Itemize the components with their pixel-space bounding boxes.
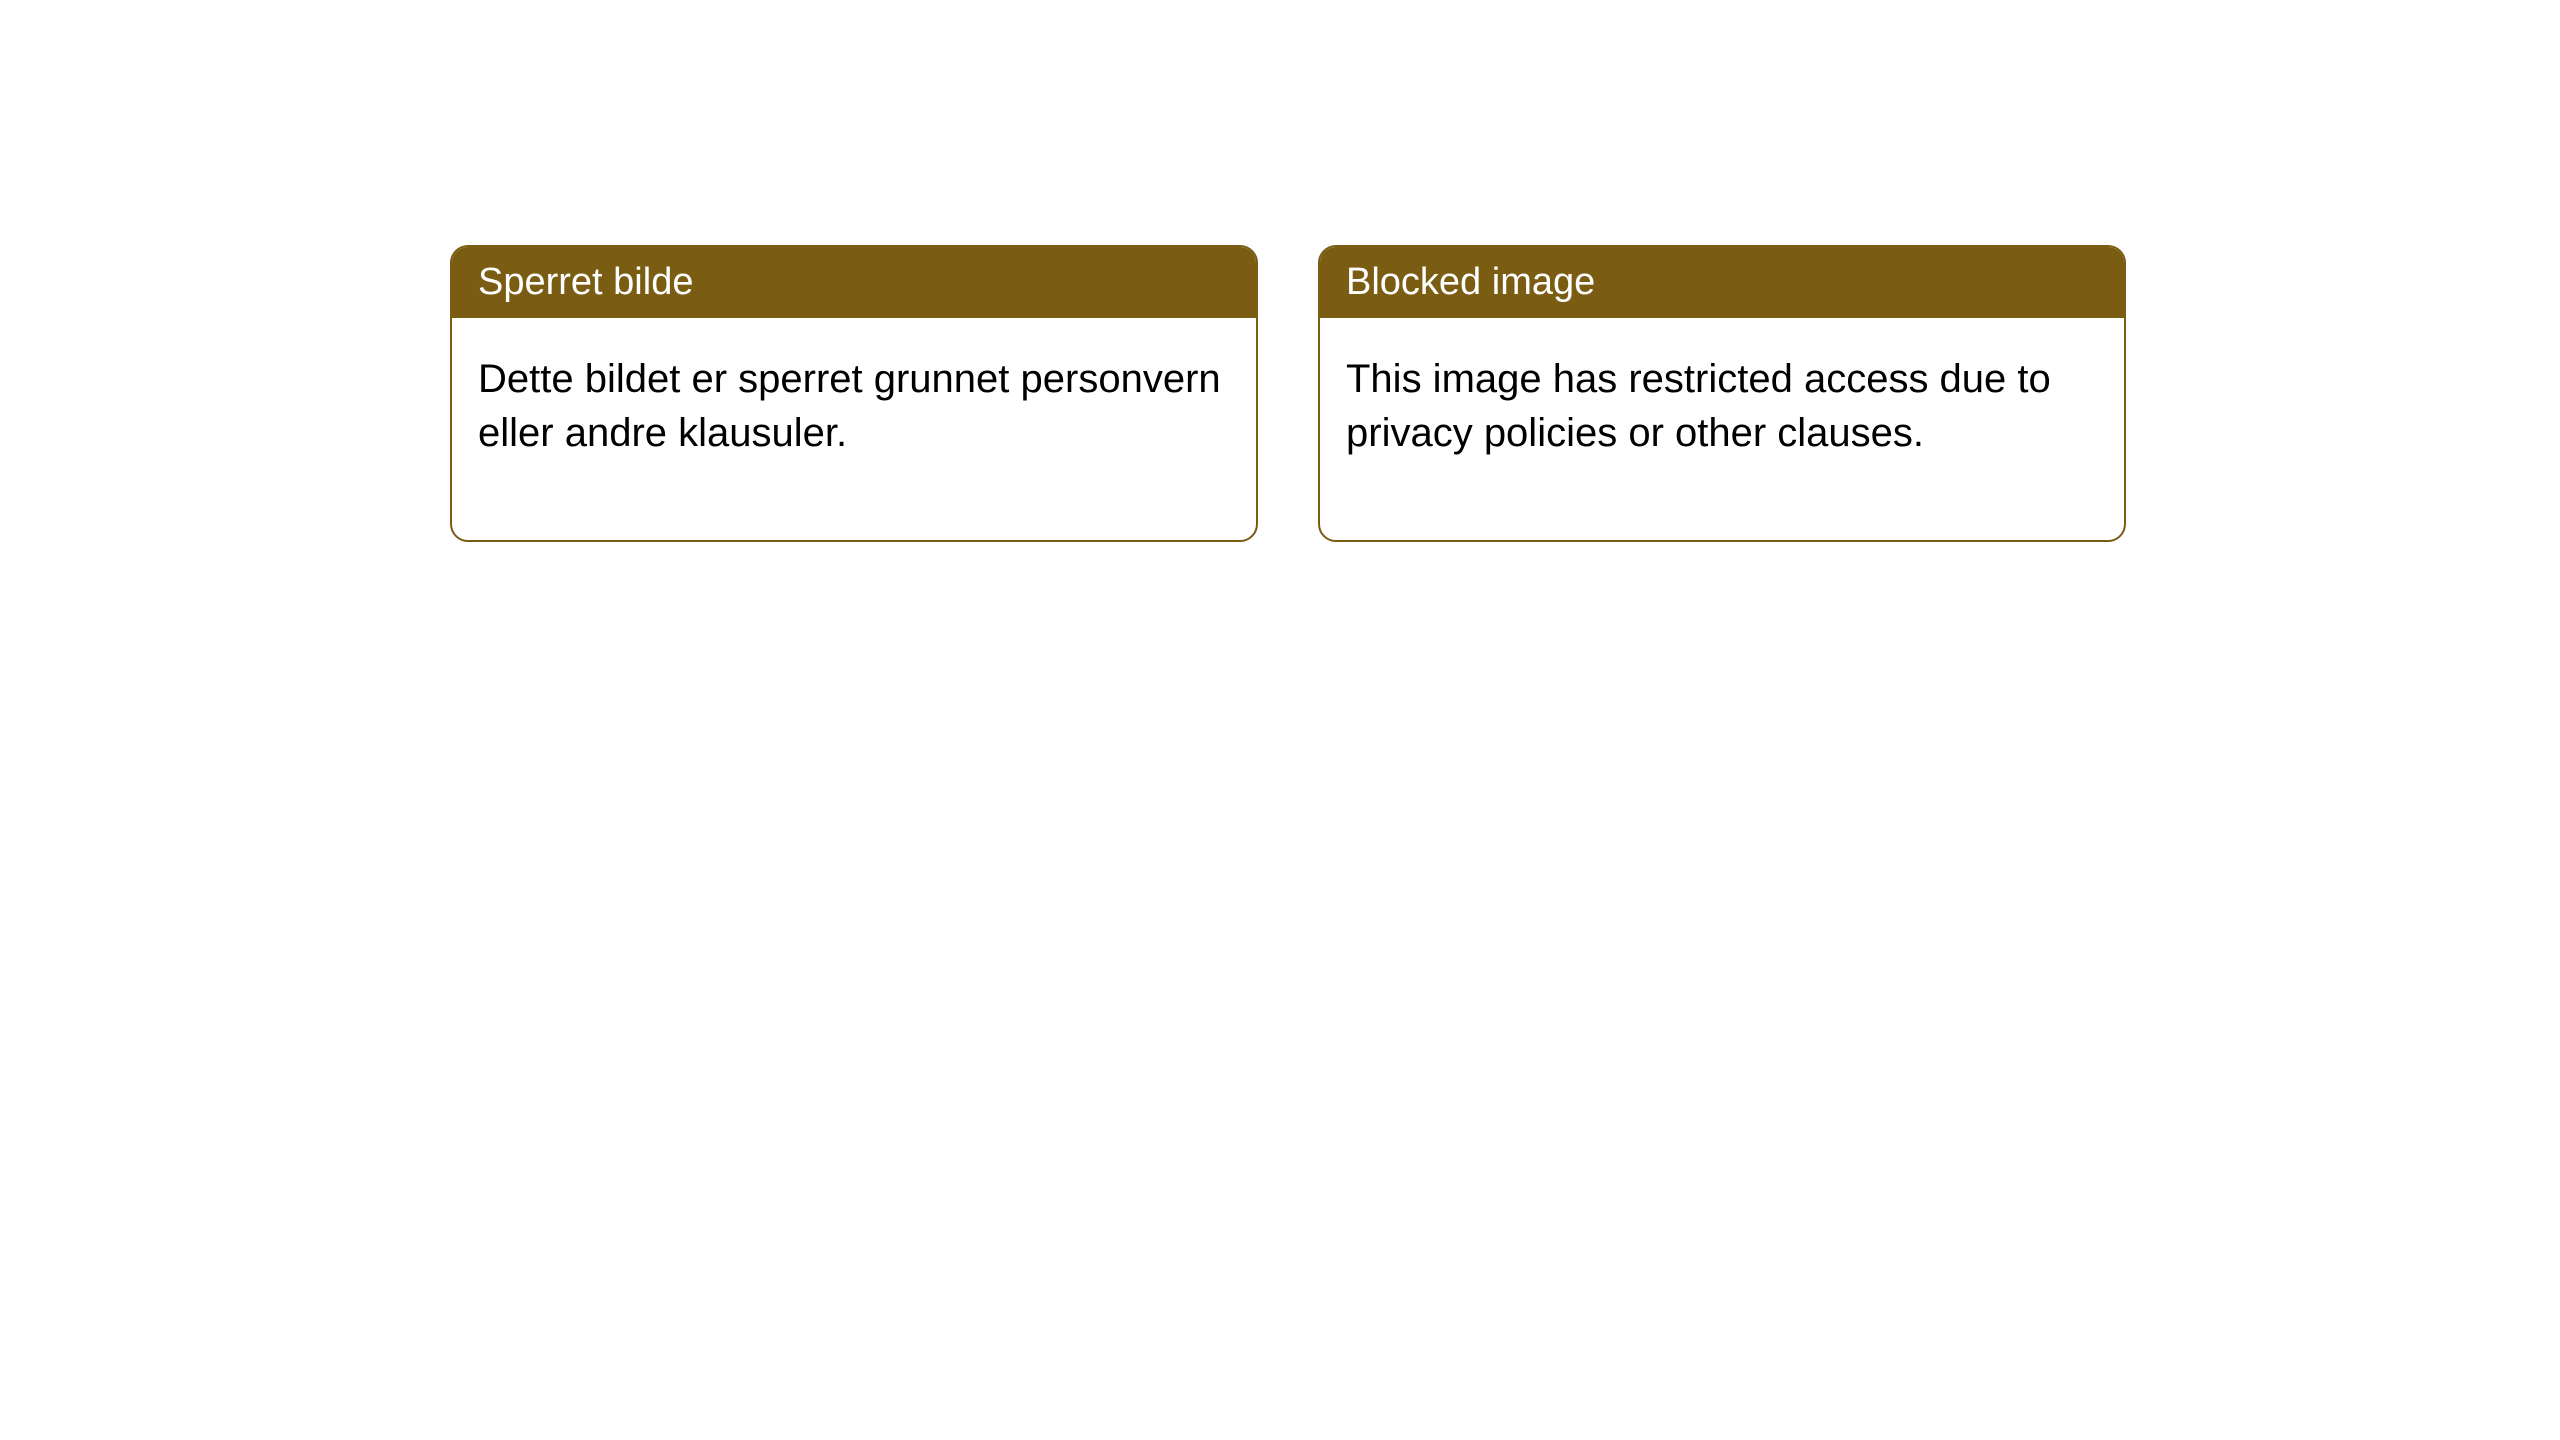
card-header-english: Blocked image: [1320, 247, 2124, 318]
card-body-text-norwegian: Dette bildet er sperret grunnet personve…: [478, 357, 1221, 455]
card-english: Blocked image This image has restricted …: [1318, 245, 2126, 542]
card-body-english: This image has restricted access due to …: [1320, 318, 2124, 540]
card-title-english: Blocked image: [1346, 261, 1595, 303]
card-title-norwegian: Sperret bilde: [478, 261, 693, 303]
card-body-text-english: This image has restricted access due to …: [1346, 357, 2051, 455]
card-body-norwegian: Dette bildet er sperret grunnet personve…: [452, 318, 1256, 540]
card-norwegian: Sperret bilde Dette bildet er sperret gr…: [450, 245, 1258, 542]
card-header-norwegian: Sperret bilde: [452, 247, 1256, 318]
cards-container: Sperret bilde Dette bildet er sperret gr…: [450, 245, 2126, 542]
